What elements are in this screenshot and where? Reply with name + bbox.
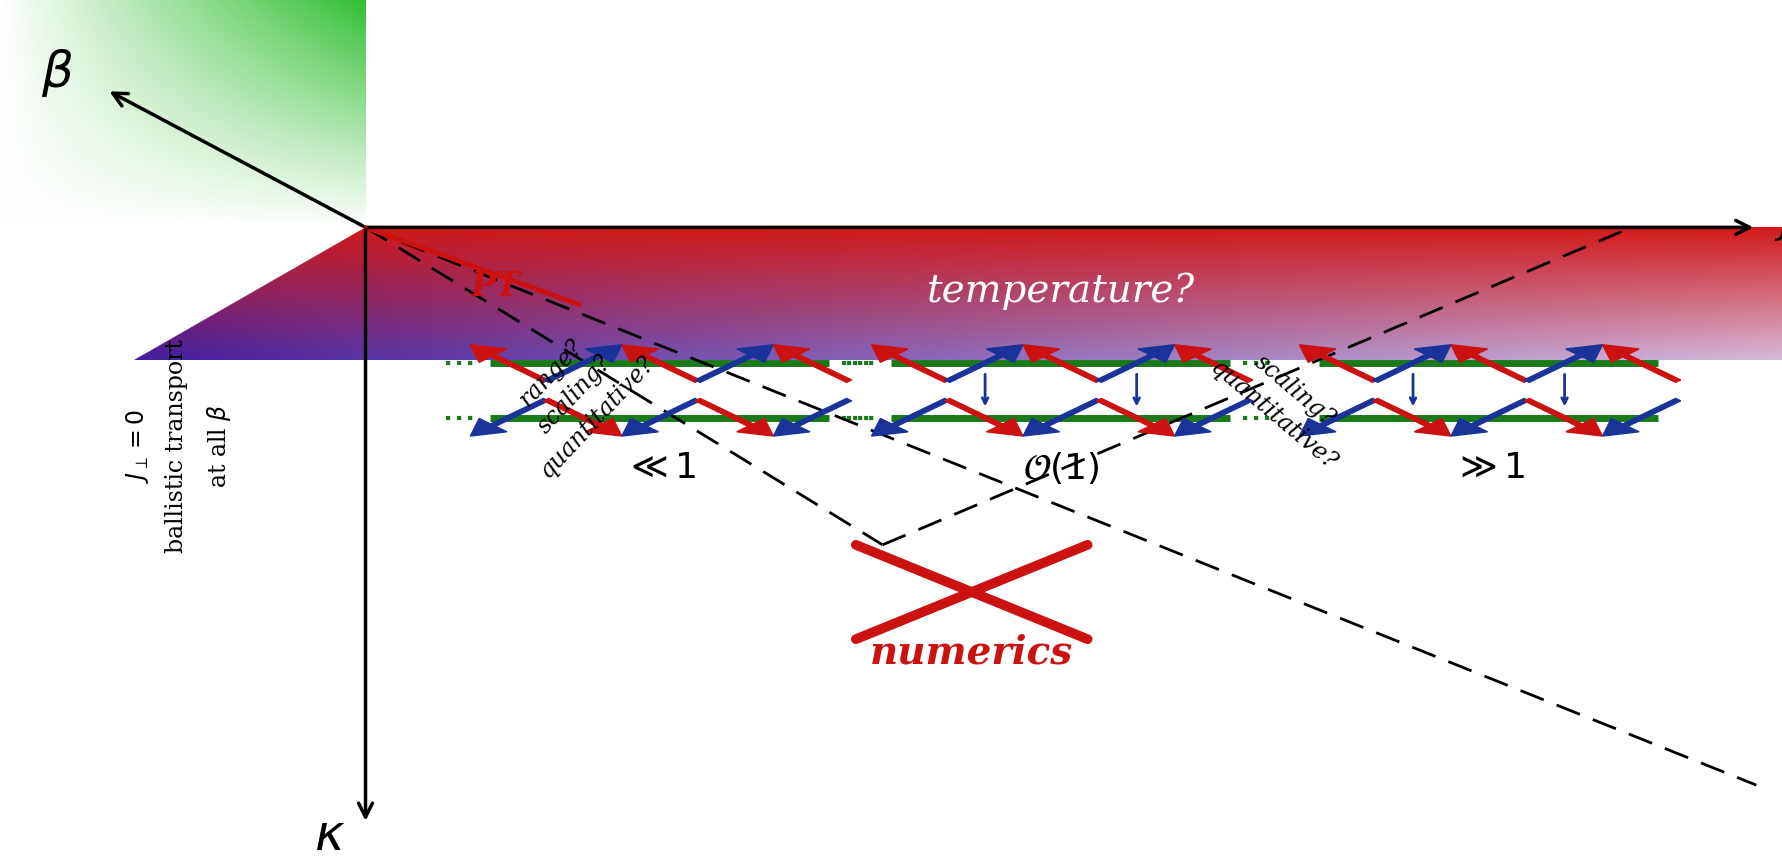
FancyArrow shape [695, 345, 773, 383]
FancyArrow shape [871, 345, 950, 383]
Text: PT: PT [470, 270, 520, 303]
FancyArrow shape [773, 345, 852, 383]
FancyArrow shape [1299, 345, 1377, 383]
FancyArrow shape [470, 345, 549, 383]
FancyArrow shape [1451, 398, 1529, 436]
Text: temperature?: temperature? [927, 273, 1194, 311]
Text: $\mathcal{O}(1)$: $\mathcal{O}(1)$ [1023, 450, 1098, 486]
Text: $J_\perp = 0$
ballistic transport
at all $\beta$: $J_\perp = 0$ ballistic transport at all… [123, 339, 233, 553]
FancyArrow shape [1524, 345, 1602, 383]
Text: $\ll 1$: $\ll 1$ [622, 450, 697, 485]
Text: $\beta$: $\beta$ [41, 47, 73, 99]
Text: numerics: numerics [870, 633, 1073, 671]
FancyArrow shape [1524, 398, 1602, 436]
FancyArrow shape [622, 345, 700, 383]
FancyArrow shape [944, 345, 1023, 383]
FancyArrow shape [1023, 398, 1101, 436]
FancyArrow shape [1602, 398, 1680, 436]
Text: $J_\perp/J_\parallel$: $J_\perp/J_\parallel$ [1773, 209, 1782, 245]
FancyArrow shape [1372, 345, 1451, 383]
FancyArrow shape [695, 398, 773, 436]
FancyArrow shape [1023, 345, 1101, 383]
FancyArrow shape [470, 398, 549, 436]
FancyArrow shape [1602, 345, 1680, 383]
FancyArrow shape [944, 398, 1023, 436]
FancyArrow shape [1174, 345, 1253, 383]
Text: $\gg 1$: $\gg 1$ [1451, 450, 1525, 485]
FancyArrow shape [1451, 345, 1529, 383]
FancyArrow shape [1299, 398, 1377, 436]
FancyArrow shape [544, 345, 622, 383]
FancyArrow shape [773, 398, 852, 436]
FancyArrow shape [1096, 345, 1174, 383]
FancyArrow shape [544, 398, 622, 436]
FancyArrow shape [622, 398, 700, 436]
Text: range?
scaling?
quantitative?: range? scaling? quantitative? [488, 307, 659, 482]
FancyArrow shape [871, 398, 950, 436]
Text: $\kappa$: $\kappa$ [314, 812, 346, 858]
FancyArrow shape [1096, 398, 1174, 436]
Text: scaling?
quantitative?: scaling? quantitative? [1205, 331, 1361, 475]
FancyArrow shape [1372, 398, 1451, 436]
FancyArrow shape [1174, 398, 1253, 436]
